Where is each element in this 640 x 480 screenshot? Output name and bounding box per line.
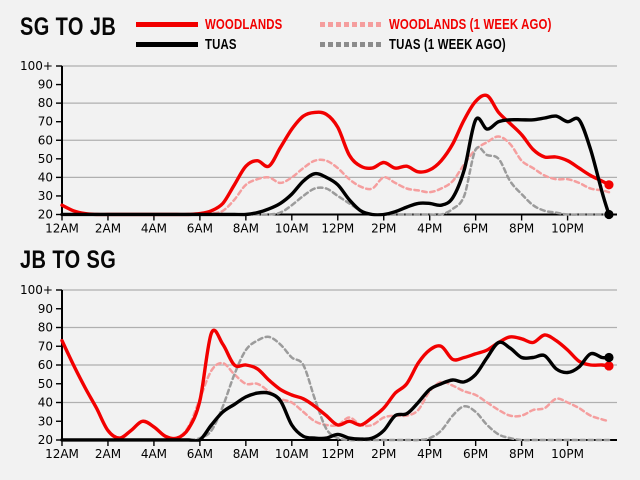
y-tick-label: 50 [38,152,53,166]
y-tick-label: 100+ [20,59,53,73]
legend-label-woodlands: WOODLANDS [205,16,283,33]
legend-label-woodlands-1-week-ago: WOODLANDS (1 WEEK AGO) [389,16,552,33]
x-tick-label: 10AM [275,447,309,461]
x-tick-label: 6AM [187,447,213,461]
series-end-dot-tuas [604,209,614,220]
x-tick-label: 8AM [233,447,259,461]
legend-item-tuas-1-week-ago: TUAS (1 WEEK AGO) [320,36,543,53]
chart-title-sg-to-jb: SG TO JB [20,13,117,41]
series-end-dot-woodlands [604,361,614,371]
y-tick-label: 70 [38,339,53,353]
x-tick-label: 12PM [321,447,354,461]
series-line-woodlands-1-week-ago [60,361,611,442]
x-tick-label: 2AM [95,447,121,461]
y-tick-label: 80 [38,321,53,335]
x-tick-label: 6AM [187,222,213,236]
y-tick-label: 70 [38,115,53,129]
legend-item-tuas: TUAS [136,36,247,53]
x-tick-label: 8PM [509,222,534,236]
x-tick-label: 8PM [509,447,534,461]
x-tick-label: 10PM [551,447,584,461]
y-tick-label: 100+ [20,283,53,297]
y-tick-label: 90 [38,78,53,92]
y-tick-label: 40 [38,170,53,184]
x-tick-label: 10PM [551,222,584,236]
chart-title-jb-to-sg: JB TO SG [20,246,117,274]
y-tick-label: 40 [38,396,53,410]
y-tick-label: 90 [38,302,53,316]
x-tick-label: 4PM [417,222,442,236]
y-tick-label: 60 [38,133,53,147]
legend-item-woodlands-1-week-ago: WOODLANDS (1 WEEK AGO) [320,16,603,33]
series-line-tuas [60,114,611,217]
x-tick-label: 4AM [141,222,167,236]
tuas-line-swatch [136,42,198,47]
series-end-dot-woodlands [604,180,614,190]
y-tick-label: 60 [38,358,53,372]
woodlands-week-ago-dash-swatch [320,22,382,27]
x-tick-label: 2PM [371,447,396,461]
x-tick-label: 12AM [45,222,79,236]
x-tick-label: 10AM [275,222,309,236]
series-end-dot-tuas [604,352,614,363]
y-tick-label: 80 [38,96,53,110]
x-tick-label: 12AM [45,447,79,461]
series-line-woodlands [60,328,611,441]
legend-label-tuas-1-week-ago: TUAS (1 WEEK AGO) [389,36,506,53]
y-tick-label: 20 [38,208,53,222]
series-line-woodlands [60,93,611,217]
y-tick-label: 20 [38,433,53,447]
x-tick-label: 4PM [417,447,442,461]
x-tick-label: 12PM [321,222,354,236]
y-tick-label: 30 [38,414,53,428]
legend-label-tuas: TUAS [205,36,237,53]
legend-item-woodlands: WOODLANDS [136,16,307,33]
series-line-woodlands-1-week-ago [60,135,611,216]
woodlands-line-swatch [136,22,198,27]
chart-1: 20 30 40 50 60 70 80 90 100+ 12AM 2AM 4AM 6AM 8AM 10AM… [20,283,617,461]
y-tick-label: 30 [38,189,53,203]
tuas-week-ago-dash-swatch [320,42,382,47]
x-tick-label: 8AM [233,222,259,236]
x-tick-label: 4AM [141,447,167,461]
x-tick-label: 6PM [463,447,488,461]
chart-0: 20 30 40 50 60 70 80 90 100+ 12AM 2AM 4AM 6AM 8AM 10AM… [20,59,617,236]
x-tick-label: 2PM [371,222,396,236]
x-tick-label: 2AM [95,222,121,236]
x-tick-label: 6PM [463,222,488,236]
y-tick-label: 50 [38,377,53,391]
series-line-tuas [60,340,611,442]
